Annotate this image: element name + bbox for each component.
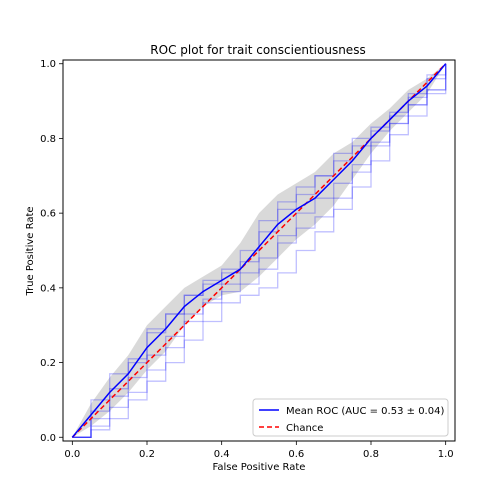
plot-frame	[62, 59, 456, 442]
y-axis-label: True Positive Rate	[25, 206, 36, 296]
legend-box	[252, 398, 449, 437]
plot-area	[71, 63, 447, 438]
legend: Mean ROC (AUC = 0.53 ± 0.04) Chance	[252, 398, 449, 437]
x-tick-label: 0.8	[363, 449, 379, 460]
y-tick-label: 0.6	[40, 209, 56, 220]
fold-roc-curve-5	[72, 63, 447, 438]
x-tick-label: 0.6	[288, 449, 304, 460]
y-axis-ticks: 0.0 0.2 0.4 0.6 0.8 1.0	[40, 59, 63, 444]
fold-curves-layer	[72, 63, 447, 438]
y-tick-label: 0.8	[40, 134, 56, 145]
legend-label-mean-roc: Mean ROC (AUC = 0.53 ± 0.04)	[286, 406, 444, 417]
x-axis-ticks: 0.0 0.2 0.4 0.6 0.8 1.0	[64, 441, 454, 460]
chart-title: ROC plot for trait conscientiousness	[150, 43, 365, 57]
fold-roc-curve-3	[72, 63, 447, 438]
fold-roc-curve-1	[72, 63, 447, 438]
x-tick-label: 0.4	[214, 449, 230, 460]
y-tick-label: 1.0	[40, 59, 56, 70]
mean-roc-line	[71, 63, 447, 438]
series-layer	[71, 63, 447, 438]
fold-roc-curve-4	[72, 63, 447, 438]
x-axis-label: False Positive Rate	[213, 462, 306, 473]
legend-label-chance: Chance	[286, 423, 323, 434]
x-tick-label: 0.2	[139, 449, 155, 460]
y-tick-label: 0.2	[40, 358, 56, 369]
x-tick-label: 0.0	[64, 449, 80, 460]
y-tick-label: 0.4	[40, 283, 56, 294]
y-tick-label: 0.0	[40, 433, 56, 444]
fold-roc-curve-2	[72, 63, 447, 438]
x-tick-label: 1.0	[438, 449, 454, 460]
